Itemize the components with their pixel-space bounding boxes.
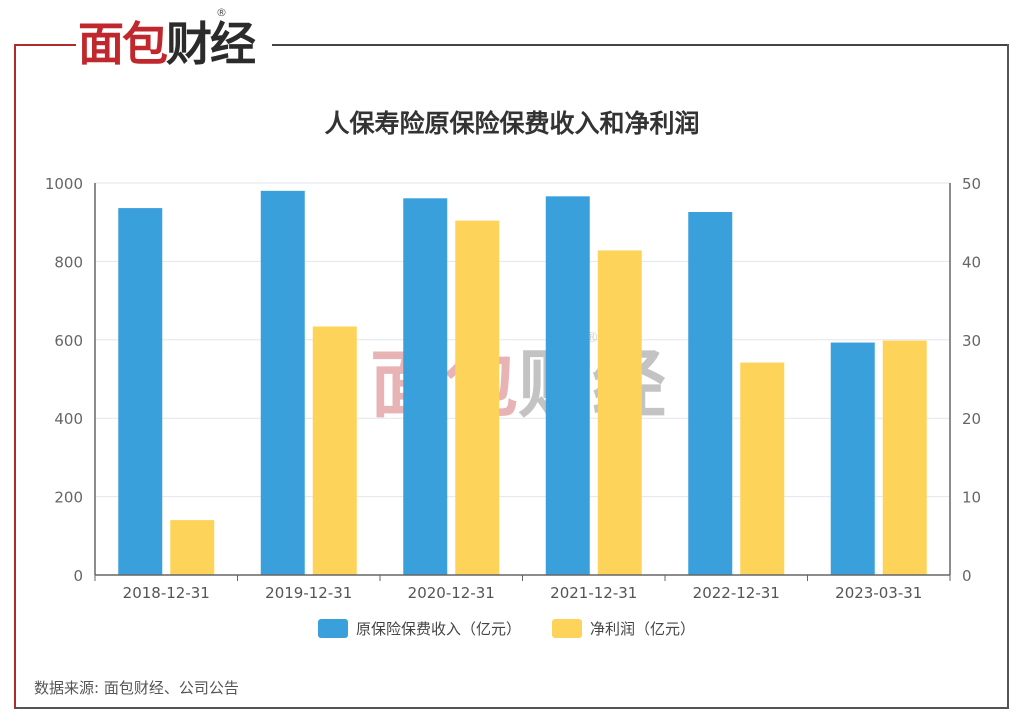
x-tick-label: 2019-12-31 xyxy=(265,584,352,602)
brand-logo-char-1: 面 xyxy=(78,17,123,71)
bar-net-profit xyxy=(740,362,785,575)
y-right-tick-label: 0 xyxy=(962,567,972,585)
bar-premium-income xyxy=(403,198,448,575)
legend-layer: 原保险保费收入（亿元） 净利润（亿元） xyxy=(318,619,695,638)
bar-premium-income xyxy=(688,212,733,575)
legend-label: 原保险保费收入（亿元） xyxy=(356,620,521,638)
legend-swatch xyxy=(318,619,348,638)
brand-logo-char-2: 包 xyxy=(122,17,167,71)
chart-title: 人保寿险原保险保费收入和净利润 xyxy=(324,109,700,138)
x-tick-label: 2022-12-31 xyxy=(693,584,780,602)
frame-top-left xyxy=(14,44,76,46)
brand-logo-text: 面包财经 xyxy=(78,17,256,71)
bar-premium-income xyxy=(545,196,590,575)
bar-net-profit xyxy=(455,220,500,575)
bar-premium-income xyxy=(118,208,163,575)
brand-logo-char-3: 财 xyxy=(166,17,211,71)
y-left-tick-label: 1000 xyxy=(45,175,83,193)
bar-premium-income xyxy=(260,190,305,575)
y-right-tick-label: 20 xyxy=(962,410,981,428)
bar-layer xyxy=(118,190,927,575)
legend-label: 净利润（亿元） xyxy=(590,620,695,638)
brand-logo: 面包财经 xyxy=(78,8,278,72)
bar-net-profit xyxy=(312,326,357,575)
y-right-tick-label: 50 xyxy=(962,175,981,193)
frame-top-right xyxy=(272,44,1009,46)
x-tick-label: 2020-12-31 xyxy=(408,584,495,602)
axis-layer: 0 200 400 600 800 1000 0 10 20 30 40 50 2018-12-31 20… xyxy=(45,175,981,602)
y-right-tick-label: 30 xyxy=(962,332,981,350)
bar-net-profit xyxy=(597,250,642,575)
y-right-tick-label: 10 xyxy=(962,489,981,507)
y-left-tick-label: 0 xyxy=(73,567,83,585)
y-left-tick-label: 200 xyxy=(54,489,83,507)
bar-premium-income xyxy=(830,342,875,575)
bar-net-profit xyxy=(882,340,927,575)
x-tick-label: 2018-12-31 xyxy=(123,584,210,602)
chart-frame xyxy=(14,44,1009,709)
x-tick-label: 2021-12-31 xyxy=(550,584,637,602)
grid-layer xyxy=(95,182,950,498)
brand-logo-char-4: 经 xyxy=(210,17,256,71)
y-left-tick-label: 600 xyxy=(54,332,83,350)
x-tick-label: 2023-03-31 xyxy=(835,584,922,602)
registered-mark: ® xyxy=(216,6,227,19)
y-left-tick-label: 400 xyxy=(54,410,83,428)
y-left-tick-label: 800 xyxy=(54,253,83,271)
bar-net-profit xyxy=(170,520,215,575)
y-right-tick-label: 40 xyxy=(962,253,981,271)
source-note: 数据来源: 面包财经、公司公告 xyxy=(34,679,239,697)
legend-swatch xyxy=(552,619,582,638)
